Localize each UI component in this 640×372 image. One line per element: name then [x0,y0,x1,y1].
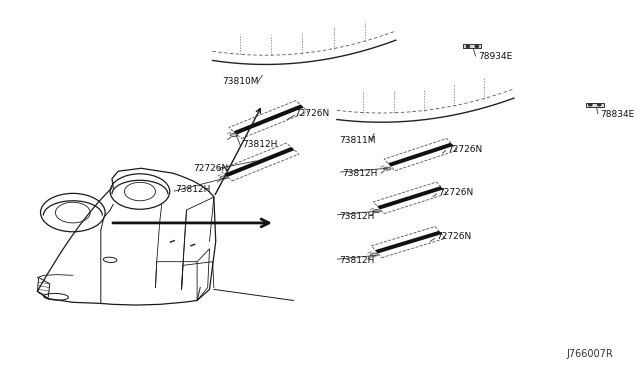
Ellipse shape [373,210,380,212]
Bar [463,44,481,48]
Text: 73812H: 73812H [339,256,374,265]
Bar [384,138,458,171]
Bar [388,143,454,167]
Circle shape [466,45,470,48]
Bar [586,103,604,107]
Circle shape [589,104,592,106]
Text: 72726N: 72726N [436,232,472,241]
Circle shape [475,45,479,48]
Text: 72726N: 72726N [447,145,483,154]
Text: 73810M: 73810M [222,77,259,86]
Circle shape [598,104,601,106]
Text: 73812H: 73812H [175,185,211,194]
Text: 73812H: 73812H [339,212,374,221]
Text: J766007R: J766007R [566,349,613,359]
Ellipse shape [230,134,237,137]
Text: 72726N: 72726N [294,109,330,118]
Bar [220,143,299,181]
Bar [373,182,447,214]
Text: 78934E: 78934E [479,52,513,61]
Text: 78834E: 78834E [600,110,634,119]
Bar [375,231,442,253]
Text: 72726N: 72726N [438,188,474,197]
Ellipse shape [220,176,228,179]
Text: 72726N: 72726N [193,164,228,173]
Text: 73811M: 73811M [339,137,375,145]
Ellipse shape [383,167,391,170]
Bar [234,105,304,135]
Ellipse shape [371,253,378,256]
Bar [377,186,444,209]
Text: 73812H: 73812H [243,140,278,149]
Text: 73812H: 73812H [342,169,377,178]
Bar [371,227,445,258]
Bar [229,100,308,138]
Bar [224,147,294,177]
